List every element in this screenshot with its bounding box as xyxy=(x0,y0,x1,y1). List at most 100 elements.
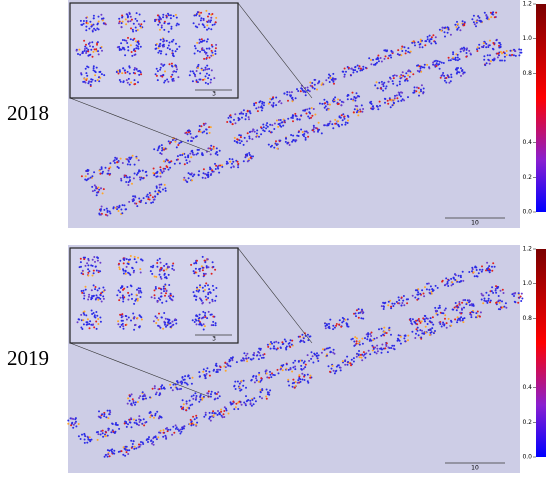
point xyxy=(424,44,427,47)
point xyxy=(204,68,207,71)
point xyxy=(127,49,130,52)
point xyxy=(86,441,89,444)
point xyxy=(211,298,214,301)
point xyxy=(162,287,165,290)
point xyxy=(107,429,110,432)
point xyxy=(203,325,206,328)
point xyxy=(337,123,340,126)
point xyxy=(117,450,120,453)
point xyxy=(376,58,379,60)
point xyxy=(165,436,168,439)
point xyxy=(460,74,462,77)
point xyxy=(101,172,104,175)
point xyxy=(332,80,335,83)
point xyxy=(384,98,387,100)
point xyxy=(158,388,161,390)
point xyxy=(460,307,463,310)
point xyxy=(495,11,498,14)
point xyxy=(352,111,355,114)
point xyxy=(323,348,326,351)
point xyxy=(133,258,136,261)
point xyxy=(429,317,432,320)
point xyxy=(300,359,303,362)
point xyxy=(435,309,438,312)
point xyxy=(304,91,307,94)
point xyxy=(234,113,237,116)
point xyxy=(397,100,400,103)
point xyxy=(251,398,254,401)
point xyxy=(210,44,213,46)
point xyxy=(237,401,240,404)
point xyxy=(81,328,84,330)
point xyxy=(125,318,128,321)
point xyxy=(388,328,391,331)
point xyxy=(184,375,187,378)
point xyxy=(220,410,223,413)
point xyxy=(150,201,153,204)
point xyxy=(165,268,168,271)
point xyxy=(471,270,473,273)
point xyxy=(439,323,442,325)
point xyxy=(214,52,217,55)
point xyxy=(83,432,86,435)
point xyxy=(419,321,422,324)
point xyxy=(255,107,258,110)
point xyxy=(138,418,141,421)
point xyxy=(266,393,269,396)
point xyxy=(113,452,116,455)
point xyxy=(205,57,208,59)
point xyxy=(229,121,232,124)
point xyxy=(215,295,218,298)
point xyxy=(518,296,521,299)
point xyxy=(196,81,199,84)
point xyxy=(416,323,419,326)
point xyxy=(115,423,118,426)
point xyxy=(82,289,85,292)
point xyxy=(165,289,168,292)
point xyxy=(345,323,348,326)
point xyxy=(355,92,358,95)
point xyxy=(124,71,127,74)
point xyxy=(172,70,175,73)
point xyxy=(172,425,175,428)
point xyxy=(87,264,90,267)
point xyxy=(320,351,323,354)
point xyxy=(505,50,508,52)
year-label: 2018 xyxy=(7,101,49,125)
point xyxy=(324,325,327,327)
point xyxy=(262,129,265,132)
point xyxy=(381,348,383,351)
point xyxy=(195,14,198,17)
point xyxy=(418,94,420,97)
point xyxy=(128,399,131,402)
point xyxy=(91,258,94,261)
point xyxy=(208,67,211,70)
point xyxy=(224,361,227,364)
point xyxy=(87,438,90,441)
point xyxy=(444,307,447,310)
point xyxy=(403,304,406,307)
point xyxy=(87,54,90,57)
point xyxy=(388,97,391,100)
point xyxy=(124,18,127,21)
point xyxy=(157,191,160,194)
point xyxy=(158,45,160,48)
point xyxy=(156,259,159,262)
point xyxy=(252,353,255,356)
point xyxy=(201,255,204,258)
point xyxy=(77,435,80,438)
point xyxy=(174,318,177,321)
point xyxy=(441,312,444,315)
point xyxy=(398,80,401,83)
point xyxy=(105,431,107,434)
point xyxy=(202,49,205,52)
point xyxy=(396,84,399,87)
point xyxy=(463,49,466,52)
point xyxy=(434,40,436,43)
point xyxy=(139,271,142,274)
point xyxy=(372,58,374,61)
point xyxy=(390,50,393,53)
point xyxy=(376,350,379,353)
point xyxy=(137,47,140,50)
point xyxy=(196,41,199,44)
